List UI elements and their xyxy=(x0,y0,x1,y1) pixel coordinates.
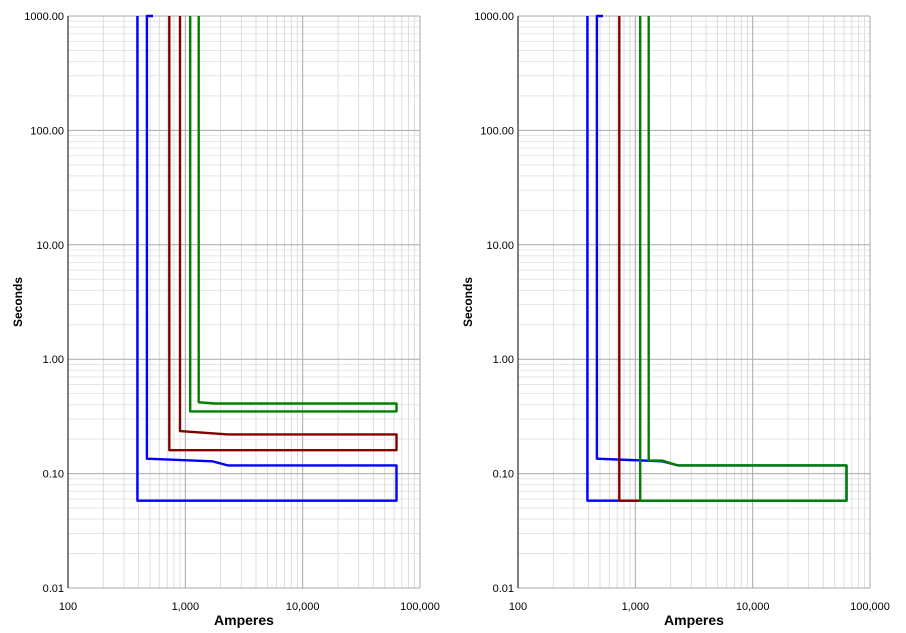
y-axis-title: Seconds xyxy=(11,277,25,327)
y-tick-label: 0.10 xyxy=(43,469,64,481)
grid xyxy=(67,15,421,589)
y-tick-label: 1000.00 xyxy=(24,11,64,23)
grid xyxy=(517,15,871,589)
x-tick-label: 10,000 xyxy=(736,601,770,613)
y-tick-label: 1.00 xyxy=(43,354,64,366)
series-line-2 xyxy=(168,16,398,452)
chart-panel-1: 0.01 0.10 1.00 10.00 100.00 1000.00 100 1,000 10… xyxy=(11,11,440,628)
y-tick-label: 1.00 xyxy=(493,354,514,366)
y-tick-label: 10.00 xyxy=(486,240,514,252)
x-tick-label: 100,000 xyxy=(400,601,440,613)
x-axis-title: Amperes xyxy=(664,612,724,628)
x-tick-label: 1,000 xyxy=(172,601,200,613)
chart-panel-2: 0.01 0.10 1.00 10.00 100.00 1000.00 100 1,000 10… xyxy=(461,11,890,628)
y-tick-label: 0.01 xyxy=(493,583,514,595)
y-tick-label: 0.10 xyxy=(493,469,514,481)
series-line-3 xyxy=(639,16,848,502)
series-line-1 xyxy=(136,14,398,502)
x-tick-label: 100 xyxy=(59,601,77,613)
y-tick-label: 100.00 xyxy=(30,125,64,137)
x-tick-label: 100 xyxy=(509,601,527,613)
y-axis-title: Seconds xyxy=(461,277,475,327)
y-tick-label: 10.00 xyxy=(36,240,64,252)
y-tick-label: 0.01 xyxy=(43,583,64,595)
x-tick-label: 1,000 xyxy=(622,601,650,613)
series-line-2 xyxy=(618,16,641,502)
x-axis-title: Amperes xyxy=(214,612,274,628)
series-line-3 xyxy=(188,16,398,413)
x-tick-label: 10,000 xyxy=(286,601,320,613)
y-tick-label: 100.00 xyxy=(480,125,514,137)
x-tick-label: 100,000 xyxy=(850,601,890,613)
y-tick-label: 1000.00 xyxy=(474,11,514,23)
